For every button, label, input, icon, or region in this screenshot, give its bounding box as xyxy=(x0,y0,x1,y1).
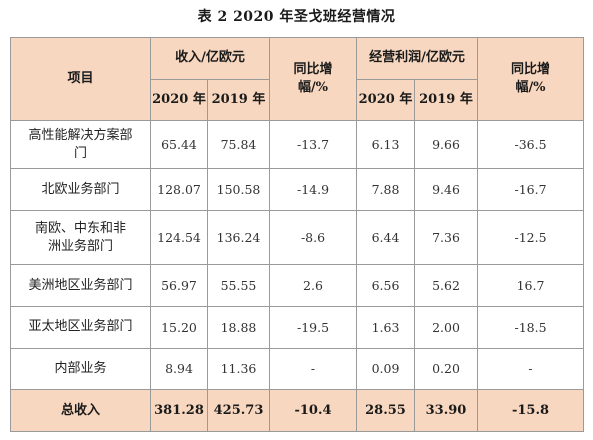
row-item: 高性能解决方案部门 xyxy=(10,120,151,170)
profit-yoy: -18.5 xyxy=(477,305,584,349)
header-revenue-2020: 2020 年 xyxy=(150,78,208,122)
header-profit-2019: 2019 年 xyxy=(414,78,478,122)
operations-table: 项目 收入/亿欧元 同比增幅/% 经营利润/亿欧元 同比增幅/% 2020 年 … xyxy=(10,36,584,432)
revenue-2019: 75.84 xyxy=(207,120,270,170)
total-profit-2020: 28.55 xyxy=(356,389,415,432)
profit-2020: 6.13 xyxy=(356,120,415,170)
table-row: 美洲地区业务部门 56.97 55.55 2.6 6.56 5.62 16.7 xyxy=(10,264,584,307)
revenue-2020: 8.94 xyxy=(150,347,208,391)
revenue-2019: 55.55 xyxy=(207,264,270,307)
revenue-2019: 150.58 xyxy=(207,168,270,211)
revenue-2020: 15.20 xyxy=(150,305,208,349)
revenue-yoy: -19.5 xyxy=(269,305,357,349)
total-profit-yoy: -15.8 xyxy=(477,389,584,432)
revenue-2020: 65.44 xyxy=(150,120,208,170)
total-revenue-2019: 425.73 xyxy=(207,389,270,432)
profit-2019: 5.62 xyxy=(414,264,478,307)
total-revenue-yoy: -10.4 xyxy=(269,389,357,432)
row-item: 亚太地区业务部门 xyxy=(10,305,151,349)
profit-2020: 6.56 xyxy=(356,264,415,307)
header-revenue-2019: 2019 年 xyxy=(207,78,270,122)
row-item: 北欧业务部门 xyxy=(10,168,151,211)
revenue-yoy: -14.9 xyxy=(269,168,357,211)
table-row: 内部业务 8.94 11.36 - 0.09 0.20 - xyxy=(10,347,584,391)
profit-2020: 7.88 xyxy=(356,168,415,211)
header-row-years: 2020 年 2019 年 2020 年 2019 年 xyxy=(11,78,584,122)
total-profit-2019: 33.90 xyxy=(414,389,478,432)
header-profit-2020: 2020 年 xyxy=(356,78,415,122)
profit-yoy: -16.7 xyxy=(477,168,584,211)
header-profit-group: 经营利润/亿欧元 xyxy=(356,37,478,80)
revenue-yoy: - xyxy=(269,347,357,391)
profit-2019: 9.66 xyxy=(414,120,478,170)
header-revenue-yoy: 同比增幅/% xyxy=(269,36,357,122)
revenue-2019: 136.24 xyxy=(207,209,270,266)
revenue-yoy: 2.6 xyxy=(269,264,357,307)
revenue-yoy: -8.6 xyxy=(269,209,357,266)
profit-2019: 7.36 xyxy=(414,209,478,266)
table-row: 亚太地区业务部门 15.20 18.88 -19.5 1.63 2.00 -18… xyxy=(10,305,584,349)
total-revenue-2020: 381.28 xyxy=(150,389,208,432)
profit-yoy: - xyxy=(477,347,584,391)
row-item: 内部业务 xyxy=(10,347,151,391)
profit-2020: 6.44 xyxy=(356,209,415,266)
profit-2019: 0.20 xyxy=(414,347,478,391)
revenue-2020: 128.07 xyxy=(150,168,208,211)
revenue-2020: 56.97 xyxy=(150,264,208,307)
table-caption: 表 2 2020 年圣戈班经营情况 xyxy=(197,9,396,25)
header-profit-yoy: 同比增幅/% xyxy=(477,36,584,122)
profit-yoy: -36.5 xyxy=(477,120,584,170)
revenue-2019: 18.88 xyxy=(207,305,270,349)
table-row: 南欧、中东和非洲业务部门 124.54 136.24 -8.6 6.44 7.3… xyxy=(10,209,584,266)
revenue-2020: 124.54 xyxy=(150,209,208,266)
revenue-2019: 11.36 xyxy=(207,347,270,391)
header-revenue-group: 收入/亿欧元 xyxy=(150,37,270,80)
profit-yoy: -12.5 xyxy=(477,209,584,266)
profit-2020: 0.09 xyxy=(356,347,415,391)
header-row-group: 项目 收入/亿欧元 同比增幅/% 经营利润/亿欧元 同比增幅/% xyxy=(10,36,584,122)
profit-yoy: 16.7 xyxy=(477,264,584,307)
row-item: 南欧、中东和非洲业务部门 xyxy=(10,209,151,266)
header-item: 项目 xyxy=(10,36,151,122)
profit-2020: 1.63 xyxy=(356,305,415,349)
table-row: 北欧业务部门 128.07 150.58 -14.9 7.88 9.46 -16… xyxy=(10,168,584,211)
total-row: 总收入 381.28 425.73 -10.4 28.55 33.90 -15.… xyxy=(10,389,584,432)
profit-2019: 9.46 xyxy=(414,168,478,211)
revenue-yoy: -13.7 xyxy=(269,120,357,170)
table-row: 高性能解决方案部门 65.44 75.84 -13.7 6.13 9.66 -3… xyxy=(10,120,584,170)
row-item: 美洲地区业务部门 xyxy=(10,264,151,307)
total-item: 总收入 xyxy=(10,389,151,432)
profit-2019: 2.00 xyxy=(414,305,478,349)
